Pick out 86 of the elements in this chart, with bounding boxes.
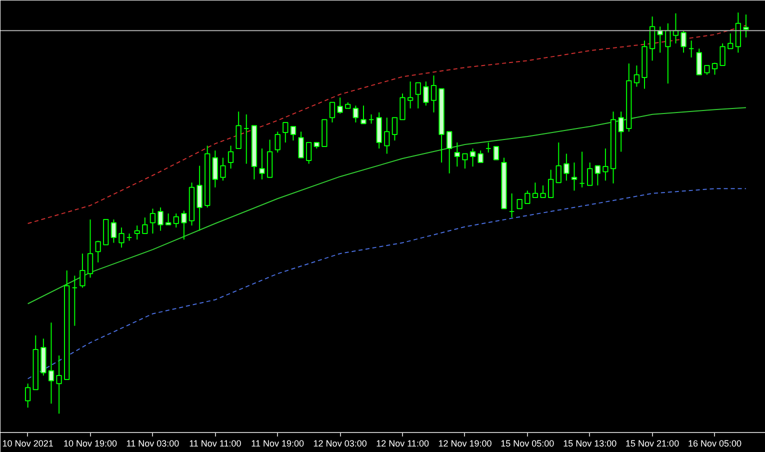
x-tick-label: 11 Nov 11:00 — [189, 438, 242, 448]
candlestick — [564, 153, 570, 182]
candlestick — [571, 162, 578, 192]
candlestick — [368, 114, 374, 124]
candlestick — [118, 227, 124, 248]
candlestick — [649, 16, 656, 62]
candlestick — [298, 131, 304, 158]
candlestick — [712, 62, 718, 76]
candlestick — [634, 64, 640, 88]
candlestick — [680, 30, 686, 54]
candlestick — [165, 212, 172, 226]
candlestick — [126, 233, 132, 242]
candlestick — [493, 146, 500, 160]
x-tick-label: 11 Nov 03:00 — [126, 438, 180, 448]
candlestick — [220, 157, 226, 182]
x-tick-label: 16 Nov 05:00 — [688, 438, 742, 448]
x-tick-label: 10 Nov 19:00 — [64, 438, 118, 448]
candlestick — [290, 126, 296, 141]
candlestick — [150, 208, 156, 234]
candlestick — [80, 253, 86, 288]
candlestick — [720, 42, 726, 66]
x-tick-label: 15 Nov 05:00 — [500, 438, 554, 448]
candlestick — [454, 142, 460, 168]
candlestick — [212, 150, 218, 188]
candlestick — [181, 210, 187, 240]
candlestick — [282, 122, 288, 143]
candlestick — [579, 151, 585, 188]
x-tick-label: 15 Nov 21:00 — [626, 438, 680, 448]
candlestick — [48, 322, 54, 404]
candlestick — [688, 40, 694, 58]
candlestick — [24, 383, 31, 408]
x-tick-label: 10 Nov 2021 — [2, 438, 54, 448]
candlestick — [158, 206, 164, 232]
candlestick — [524, 190, 530, 204]
candlestick — [478, 150, 484, 164]
candlestick — [462, 153, 468, 170]
candlestick — [259, 148, 265, 180]
candlestick — [540, 184, 546, 198]
candlestick — [665, 22, 671, 84]
candlestick — [56, 354, 62, 414]
candlestick — [384, 117, 390, 154]
candlestick — [735, 12, 742, 54]
candlestick — [508, 192, 515, 218]
candlestick — [743, 14, 749, 38]
candlestick — [306, 142, 312, 164]
x-tick-label: 12 Nov 11:00 — [376, 438, 429, 448]
candlestick — [274, 131, 280, 154]
candlestick — [72, 275, 78, 326]
candlestick — [173, 212, 179, 228]
candlestick — [728, 32, 734, 50]
x-tick-label: 15 Nov 13:00 — [563, 438, 617, 448]
candlestick — [196, 165, 202, 232]
candlestick — [556, 142, 562, 184]
candlestick — [329, 102, 336, 123]
candlestick — [134, 225, 140, 240]
candlestick — [587, 162, 593, 186]
candlestick — [400, 93, 406, 120]
candlestick — [392, 117, 398, 141]
candlestick — [415, 82, 421, 109]
candlestick — [532, 182, 538, 198]
candlestick — [618, 111, 624, 152]
candlestick — [446, 131, 452, 174]
candlestick — [236, 111, 242, 150]
candlestick — [228, 145, 234, 170]
candlestick — [548, 169, 554, 198]
candlestick — [430, 75, 437, 113]
candlestick — [423, 81, 429, 106]
candlestick — [486, 142, 492, 154]
candlestick — [704, 64, 710, 76]
x-tick-label: 12 Nov 19:00 — [438, 438, 492, 448]
candlestick — [516, 198, 522, 210]
candlestick — [244, 114, 250, 164]
candlestick — [110, 219, 117, 244]
candlestick — [87, 219, 94, 278]
candlestick — [470, 148, 476, 168]
candlestick — [142, 217, 148, 234]
candlestick — [602, 148, 608, 182]
candlestick — [696, 48, 702, 76]
candlestick — [337, 97, 343, 114]
candlestick — [95, 240, 101, 263]
candlestick — [360, 105, 366, 124]
candlestick — [352, 105, 359, 123]
x-tick-label: 12 Nov 03:00 — [313, 438, 367, 448]
x-tick-label: 11 Nov 19:00 — [251, 438, 304, 448]
candlestick — [407, 81, 414, 109]
candlestick — [594, 165, 601, 186]
